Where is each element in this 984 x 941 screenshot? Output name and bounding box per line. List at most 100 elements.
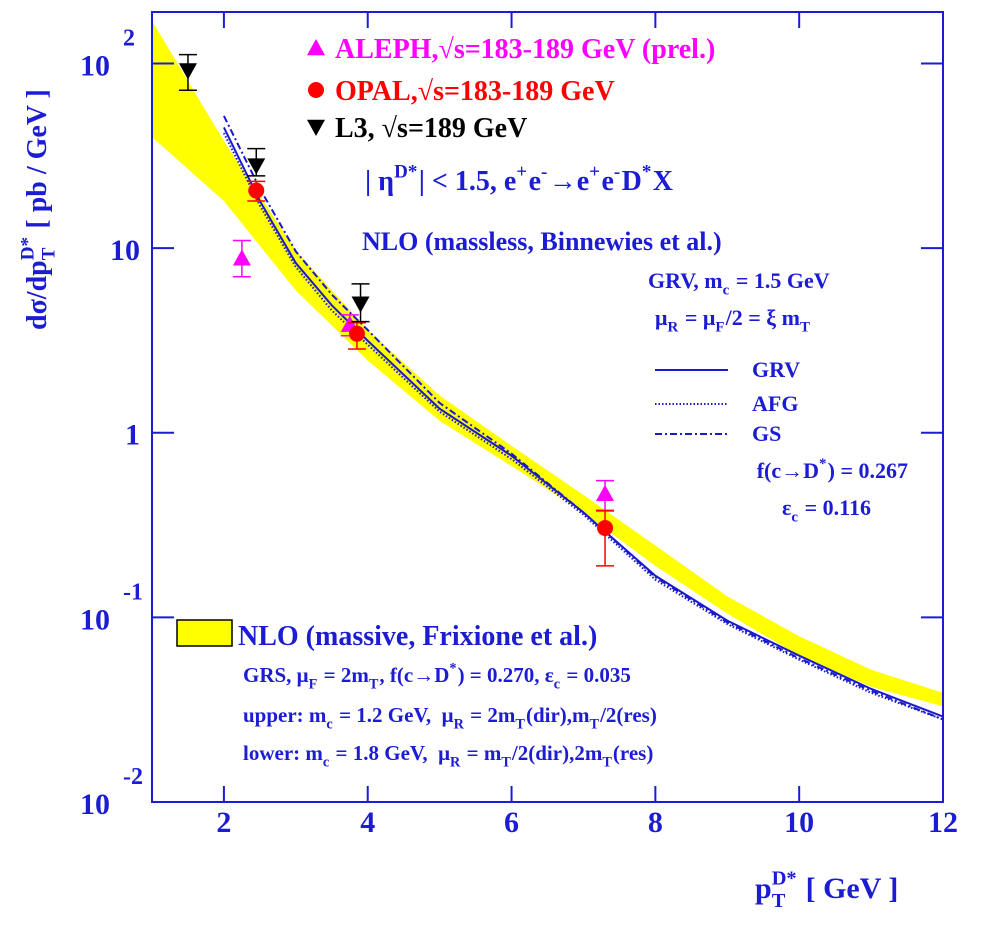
subscript: T — [38, 247, 59, 260]
data-point — [178, 63, 197, 80]
subscript: T — [369, 676, 379, 692]
annotation: | η D* | < 1.5, e + e - →e + e - D * X — [365, 161, 673, 197]
legend-marker — [308, 82, 324, 98]
superscript: - — [541, 161, 547, 182]
superscript: * — [642, 161, 652, 182]
text-part: /2(res) — [599, 703, 657, 727]
data-point — [348, 325, 365, 342]
text-part: GRS, μ — [243, 663, 309, 687]
data-point — [247, 158, 266, 175]
subscript: T — [602, 754, 612, 770]
curve — [223, 115, 943, 721]
subscript: F — [715, 320, 724, 336]
text-part: ε — [782, 495, 791, 520]
legend-label: GS — [752, 421, 781, 446]
legend-marker — [307, 39, 325, 56]
text-part: = 2m — [318, 663, 369, 687]
text-part: →e — [549, 166, 589, 197]
y-axis-title-text: dσ/dpD* T [ pb / GeV ] — [17, 89, 59, 330]
text-part: [ pb / GeV ] — [22, 89, 53, 236]
x-tick-label: 8 — [648, 806, 663, 839]
plot-frame — [151, 11, 944, 803]
text-part: (res) — [613, 741, 653, 765]
y-tick-label: 1 — [125, 419, 140, 452]
text-part: ) = 0.270, ε — [458, 663, 554, 687]
y-tick-label: 10 — [80, 49, 110, 82]
text-part: [ GeV ] — [798, 872, 898, 905]
data-point — [597, 519, 614, 536]
data-point — [232, 249, 251, 266]
y-tick-label: 10 — [80, 788, 110, 821]
y-tick-exponent: 2 — [123, 25, 135, 51]
subscript: c — [791, 510, 798, 526]
text-part: NLO (massless, Binnewies et al.) — [362, 227, 722, 256]
text-part: ) = 0.267 — [828, 458, 908, 483]
subscript: T — [590, 716, 600, 732]
superscript: * — [449, 661, 456, 677]
text-part: upper: m — [243, 703, 327, 727]
data-point — [596, 484, 615, 501]
subscript: T — [800, 320, 810, 336]
superscript: + — [516, 161, 527, 182]
text-part: , f(c→D — [379, 663, 449, 687]
text-part: = 1.5 GeV — [730, 268, 829, 293]
subscript: R — [454, 716, 465, 732]
text-part: GRV, m — [648, 268, 723, 293]
subscript: F — [309, 676, 318, 692]
legend-label: NLO (massive, Frixione et al.) — [238, 621, 597, 652]
text-part: | < 1.5, e — [419, 166, 517, 197]
x-tick-label: 4 — [360, 806, 375, 839]
superscript: + — [589, 161, 600, 182]
subscript: c — [326, 716, 332, 732]
text-part: lower: m — [243, 741, 323, 765]
text-part: = 1.2 GeV, μ — [334, 703, 454, 727]
text-part: f(c→D — [757, 458, 819, 483]
subscript: T — [515, 716, 525, 732]
text-part: dσ/dp — [22, 260, 53, 330]
text-part: X — [653, 166, 673, 197]
legend-label: L3, √s=189 GeV — [335, 113, 527, 144]
text-part: = 2m — [465, 703, 516, 727]
text-part: = 1.8 GeV, μ — [330, 741, 450, 765]
band — [152, 20, 943, 707]
text-part: (dir),m — [526, 703, 590, 727]
data-point — [248, 182, 265, 199]
subscript: R — [450, 754, 461, 770]
text-part: = m — [461, 741, 501, 765]
data-point — [351, 296, 370, 313]
text-part: | η — [365, 166, 394, 197]
subscript: c — [723, 283, 730, 299]
legend-label: GRV — [752, 357, 800, 382]
text-part: /2(dir),2m — [511, 741, 603, 765]
annotation: NLO (massless, Binnewies et al.) — [362, 227, 722, 256]
subscript: c — [323, 754, 329, 770]
subscript: T — [772, 890, 786, 912]
text-part: μ — [655, 305, 668, 330]
y-tick-label: 10 — [80, 603, 110, 636]
text-part: = 0.116 — [799, 495, 871, 520]
curve — [223, 132, 943, 721]
text-part: p — [755, 872, 772, 905]
x-tick-label: 10 — [784, 806, 814, 839]
legend-marker — [307, 119, 325, 136]
text-part: e — [529, 166, 541, 197]
subscript: R — [667, 320, 678, 336]
text-part: /2 = ξ m — [725, 305, 800, 330]
error-bar — [596, 509, 615, 567]
x-tick-label: 12 — [928, 806, 958, 839]
curve — [223, 127, 943, 718]
y-axis-title: dσ/dpD* T [ pb / GeV ] — [17, 89, 59, 330]
superscript: * — [819, 456, 826, 472]
text-part: = 0.035 — [561, 663, 631, 687]
y-tick-label: 10 — [110, 234, 140, 267]
text-part: = μ — [679, 305, 716, 330]
superscript: - — [614, 161, 620, 182]
annotation: f(c→D *) = 0.267 — [757, 456, 908, 483]
